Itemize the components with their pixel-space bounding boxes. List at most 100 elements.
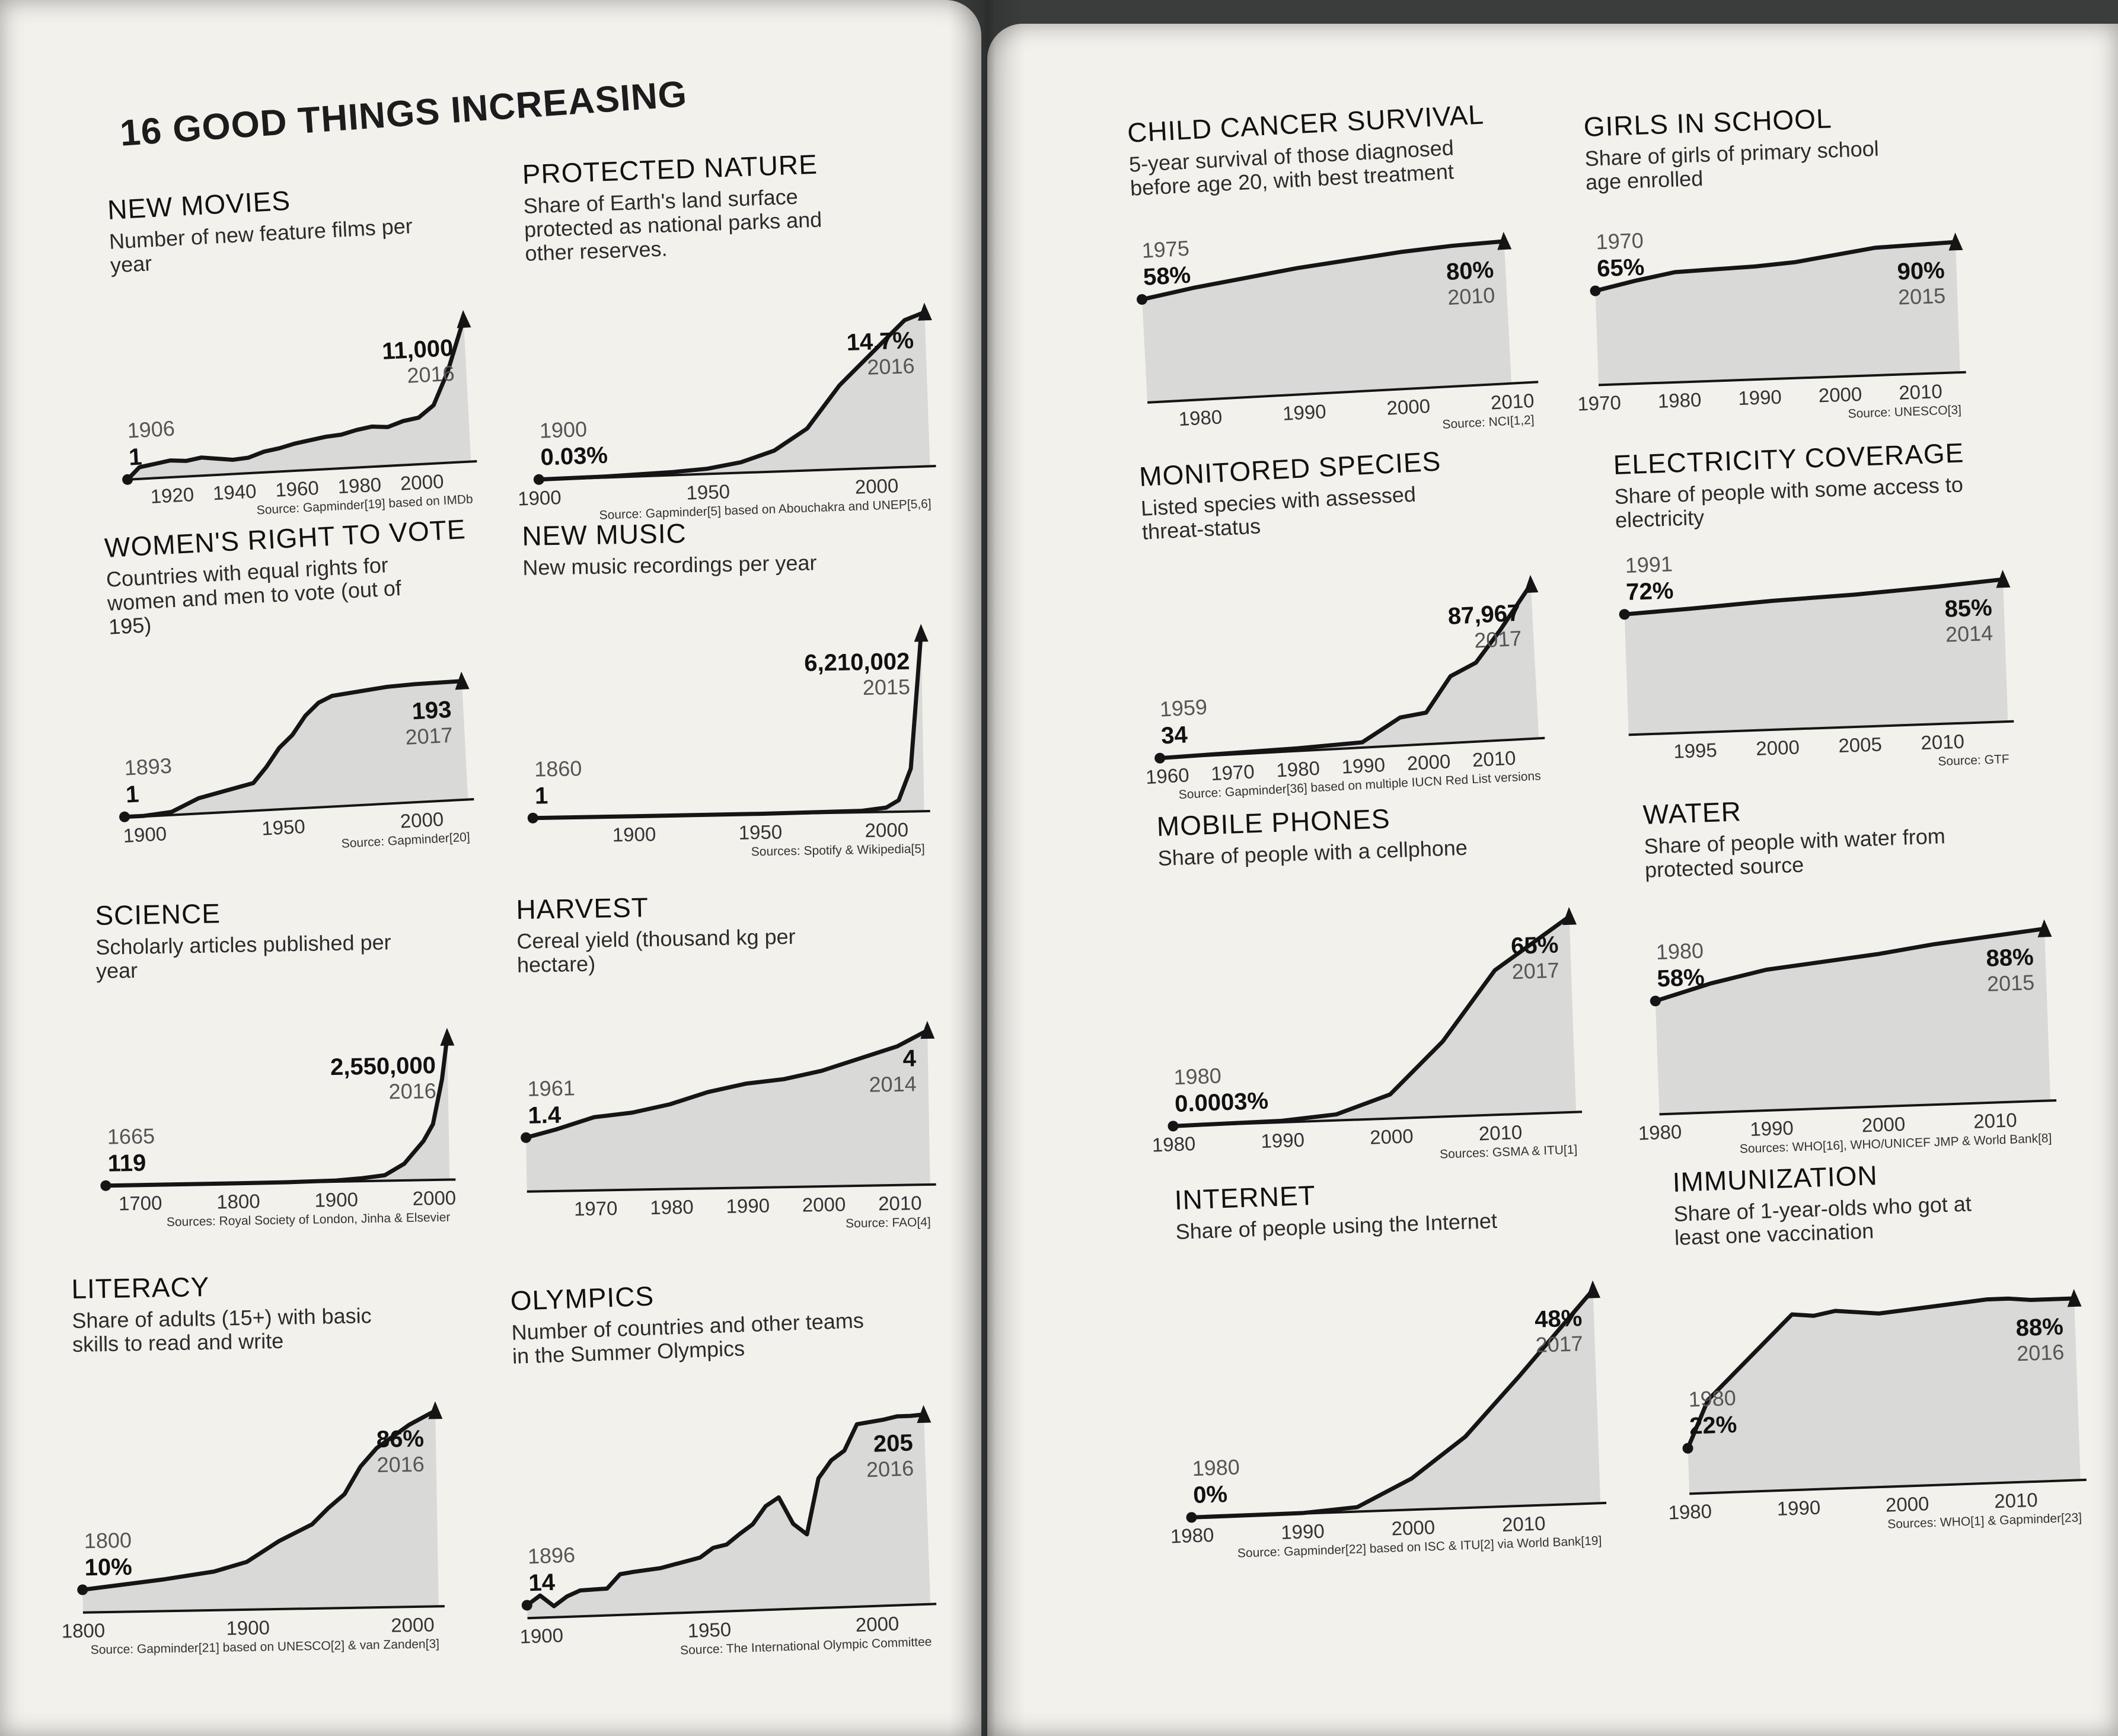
end-arrow — [1497, 231, 1512, 250]
start-year-label: 1800 — [84, 1528, 132, 1553]
chart-area — [1655, 928, 2051, 1115]
chart-panel-electricity: ELECTRICITY COVERAGE Share of people with… — [1613, 436, 2027, 782]
end-year-label: 2016 — [867, 353, 915, 379]
x-tick-label: 2000 — [1818, 383, 1862, 407]
x-tick-label: 1980 — [337, 473, 382, 497]
chart-subtitle: other reserves. — [525, 237, 668, 266]
chart-area — [538, 312, 930, 480]
source-note: Sources: Royal Society of London, Jinha … — [167, 1211, 451, 1229]
chart-subtitle: 195) — [108, 612, 152, 639]
x-axis — [1659, 1099, 2057, 1116]
start-point — [122, 474, 133, 485]
end-value-label: 48% — [1534, 1305, 1583, 1333]
x-tick-label: 2010 — [1478, 1121, 1523, 1145]
start-value-label: 1 — [128, 444, 143, 471]
end-arrow — [1562, 907, 1577, 926]
x-tick-label: 1980 — [1178, 406, 1223, 430]
start-year-label: 1980 — [1656, 938, 1704, 964]
series-line — [525, 1412, 926, 1609]
start-value-label: 58% — [1143, 262, 1191, 291]
chart-title: LITERACY — [71, 1271, 210, 1304]
x-tick-label: 1990 — [1282, 400, 1326, 425]
x-tick-label: 1900 — [519, 1624, 564, 1648]
start-year-label: 1970 — [1596, 228, 1644, 254]
chart-panel-internet: INTERNET Share of people using the Intern… — [1170, 1171, 1620, 1565]
start-point — [1650, 995, 1661, 1007]
chart-panel-girls-school: GIRLS IN SCHOOL Share of girls of primary… — [1577, 99, 1979, 432]
series-line — [531, 631, 923, 821]
x-tick-label: 2000 — [854, 474, 899, 498]
end-year-label: 2014 — [1945, 621, 1993, 647]
start-year-label: 1959 — [1159, 694, 1208, 721]
x-tick-label: 1900 — [518, 486, 562, 510]
x-tick-label: 1980 — [1170, 1524, 1214, 1547]
x-tick-label: 1990 — [1738, 386, 1782, 410]
chart-subtitle: protected source — [1644, 853, 1804, 882]
end-value-label: 193 — [412, 697, 452, 725]
start-year-label: 1980 — [1192, 1454, 1240, 1480]
start-point — [1619, 609, 1630, 620]
source-note: Source: FAO[4] — [846, 1215, 931, 1231]
end-value-label: 86% — [376, 1426, 424, 1453]
chart-panel-womens-vote: WOMEN'S RIGHT TO VOTE Countries with equa… — [104, 513, 488, 866]
x-tick-label: 1990 — [1261, 1129, 1305, 1153]
end-year-label: 2017 — [1511, 958, 1559, 984]
source-note: Source: Gapminder[21] based on UNESCO[2]… — [91, 1637, 440, 1657]
end-year-label: 2016 — [2016, 1340, 2064, 1366]
end-value-label: 4 — [902, 1045, 917, 1071]
x-tick-label: 1990 — [1776, 1496, 1821, 1520]
end-year-label: 2016 — [388, 1078, 436, 1103]
x-tick-label: 1950 — [687, 1618, 732, 1642]
x-tick-label: 1980 — [1657, 388, 1702, 412]
chart-panel-immunization: IMMUNIZATION Share of 1-year-olds who got… — [1668, 1154, 2100, 1542]
end-arrow — [1586, 1280, 1601, 1298]
chart-subtitle: electricity — [1615, 505, 1704, 532]
end-value-label: 11,000 — [381, 335, 454, 365]
start-value-label: 0% — [1192, 1481, 1227, 1508]
series-line — [1653, 926, 2047, 1003]
x-axis — [1147, 381, 1539, 404]
x-tick-label: 2010 — [1994, 1489, 2039, 1512]
chart-panel-harvest: HARVEST Cereal yield (thousand kg per hect… — [516, 888, 949, 1239]
x-tick-label: 2010 — [1501, 1512, 1546, 1536]
x-axis — [527, 1183, 936, 1193]
book-gutter — [949, 0, 1026, 1736]
chart-subtitle: New music recordings per year — [522, 550, 817, 580]
end-year-label: 2015 — [1986, 970, 2034, 996]
end-value-label: 90% — [1897, 257, 1945, 285]
source-note: Sources: GSMA & ITU[1] — [1440, 1143, 1578, 1161]
end-arrow — [1948, 232, 1963, 251]
chart-panel-literacy: LITERACY Share of adults (15+) with basic… — [61, 1268, 457, 1660]
start-year-label: 1980 — [1173, 1063, 1221, 1089]
x-tick-label: 2010 — [878, 1192, 922, 1214]
x-tick-label: 2000 — [1386, 395, 1431, 419]
x-tick-label: 1800 — [216, 1190, 260, 1212]
end-year-label: 2015 — [863, 675, 911, 700]
end-year-label: 2016 — [377, 1452, 425, 1477]
start-year-label: 1896 — [527, 1543, 575, 1569]
x-tick-label: 2005 — [1838, 733, 1883, 757]
end-arrow — [428, 1401, 443, 1419]
x-tick-label: 2010 — [1921, 730, 1965, 754]
end-value-label: 85% — [1944, 595, 1993, 623]
end-value-label: 88% — [1986, 944, 2034, 972]
x-tick-label: 1940 — [212, 480, 257, 504]
source-note: Source: UNESCO[3] — [1848, 403, 1961, 421]
start-value-label: 0.03% — [540, 442, 608, 471]
series-line — [1593, 240, 1958, 293]
end-value-label: 2,550,000 — [330, 1052, 436, 1080]
x-axis — [125, 797, 474, 819]
chart-subtitle: year — [96, 958, 138, 983]
x-tick-label: 2000 — [1391, 1516, 1436, 1540]
x-tick-label: 2000 — [400, 808, 444, 832]
chart-area — [1160, 584, 1539, 758]
end-value-label: 65% — [1510, 931, 1559, 959]
start-value-label: 1 — [535, 783, 548, 809]
start-value-label: 72% — [1626, 577, 1674, 605]
chart-title: INTERNET — [1174, 1180, 1316, 1215]
x-tick-label: 1950 — [738, 821, 782, 843]
